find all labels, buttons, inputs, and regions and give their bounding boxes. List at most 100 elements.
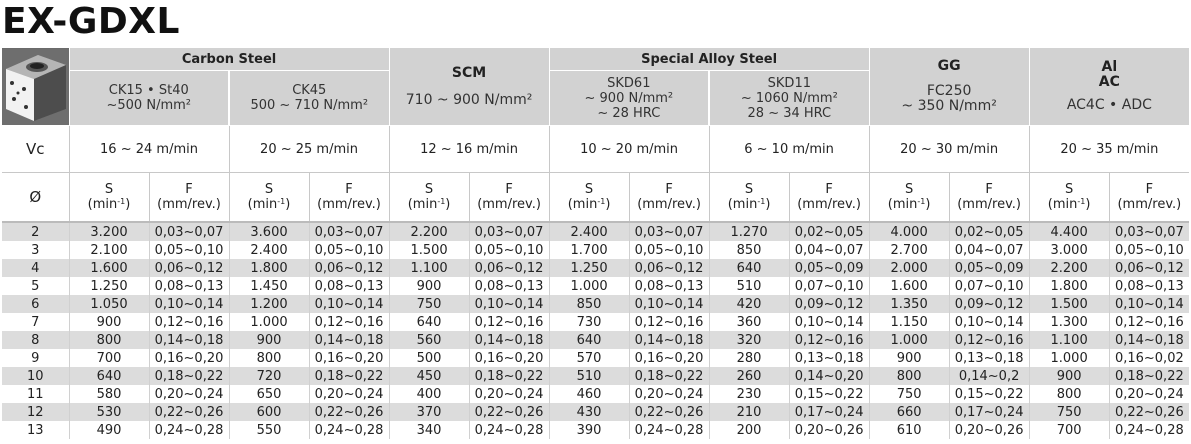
vc-value: 16 ~ 24 m/min	[68, 125, 229, 173]
speed-cell: 260	[708, 367, 790, 385]
feed-cell: 0,22~0,26	[148, 403, 229, 421]
speed-cell: 210	[708, 403, 790, 421]
feed-cell: 0,07~0,10	[948, 277, 1030, 295]
speed-cell: 700	[68, 349, 149, 367]
diameter-cell: 7	[2, 313, 69, 331]
feed-cell: 0,18~0,22	[1108, 367, 1190, 385]
f-unit: (mm/rev.)	[957, 197, 1021, 212]
speed-cell: 1.200	[228, 295, 309, 313]
s-label: S	[584, 182, 594, 197]
feed-cell: 0,22~0,26	[468, 403, 550, 421]
s-unit-base: (min	[247, 197, 278, 212]
feed-cell: 0,20~0,26	[948, 421, 1030, 439]
speed-cell: 1.100	[1028, 331, 1110, 349]
speed-cell: 850	[548, 295, 630, 313]
s-unit-exponent: -1	[597, 197, 606, 206]
s-unit-exponent: -1	[1077, 197, 1086, 206]
feed-cell: 0,14~0,18	[308, 331, 390, 349]
feed-cell: 0,03~0,07	[148, 222, 229, 241]
feed-cell: 0,03~0,07	[308, 222, 390, 241]
speed-cell: 900	[228, 331, 309, 349]
diameter-cell: 2	[2, 222, 69, 241]
tool-illustration	[2, 48, 70, 126]
speed-cell: 1.150	[868, 313, 950, 331]
table-row: 9 700 0,16~0,20 800 0,16~0,20 500 0,16~0,20 570…	[2, 349, 1190, 367]
feed-cell: 0,08~0,13	[308, 277, 390, 295]
speed-cell: 1.050	[68, 295, 149, 313]
f-label: F	[825, 182, 833, 197]
sub-line: 28 ~ 34 HRC	[747, 105, 832, 121]
feed-cell: 0,09~0,12	[948, 295, 1030, 313]
speed-cell: 570	[548, 349, 630, 367]
speed-cell: 340	[388, 421, 470, 439]
diameter-label: Ø	[2, 172, 69, 223]
s-unit-close: )	[285, 197, 291, 212]
feed-cell: 0,14~0,18	[1108, 331, 1190, 349]
subgroup-ck15: CK15 • St40 ~500 N/mm²	[68, 70, 229, 126]
feed-cell: 0,20~0,24	[628, 385, 710, 403]
speed-cell: 370	[388, 403, 470, 421]
speed-cell: 460	[548, 385, 630, 403]
s-unit: (min-1)	[1030, 197, 1109, 212]
speed-cell: 2.700	[868, 241, 950, 259]
speed-cell: 1.450	[228, 277, 309, 295]
speed-cell: 900	[388, 277, 470, 295]
s-unit-base: (min	[1047, 197, 1078, 212]
f-label: F	[185, 182, 193, 197]
speed-cell: 430	[548, 403, 630, 421]
s-unit-base: (min	[407, 197, 438, 212]
sub-line: ~ 900 N/mm²	[584, 90, 674, 106]
feed-header: F (mm/rev.)	[468, 172, 550, 223]
diameter-cell: 8	[2, 331, 69, 349]
diameter-cell: 5	[2, 277, 69, 295]
feed-header: F (mm/rev.)	[1108, 172, 1190, 223]
s-unit: (min-1)	[870, 197, 949, 212]
feed-cell: 0,16~0,20	[148, 349, 229, 367]
speed-cell: 750	[388, 295, 470, 313]
speed-cell: 900	[1028, 367, 1110, 385]
s-unit-close: )	[125, 197, 131, 212]
vc-value: 20 ~ 35 m/min	[1028, 125, 1190, 173]
feed-cell: 0,20~0,24	[1108, 385, 1190, 403]
speed-cell: 3.000	[1028, 241, 1110, 259]
feed-cell: 0,22~0,26	[1108, 403, 1190, 421]
material-spec-line: FC250	[926, 83, 972, 99]
table-row: 10 640 0,18~0,22 720 0,18~0,22 450 0,18~0,22 51…	[2, 367, 1190, 385]
speed-cell: 2.200	[1028, 259, 1110, 277]
speed-cell: 640	[388, 313, 470, 331]
s-unit-base: (min	[567, 197, 598, 212]
diameter-cell: 4	[2, 259, 69, 277]
s-unit: (min-1)	[550, 197, 629, 212]
speed-cell: 1.000	[548, 277, 630, 295]
speed-cell: 1.500	[388, 241, 470, 259]
f-unit: (mm/rev.)	[157, 197, 221, 212]
speed-cell: 4.400	[1028, 222, 1110, 241]
material-spec: AC4C • ADC	[1066, 97, 1152, 113]
vc-value: 12 ~ 16 m/min	[388, 125, 550, 173]
speed-cell: 510	[708, 277, 790, 295]
diameter-cell: 6	[2, 295, 69, 313]
f-label: F	[345, 182, 353, 197]
speed-cell: 750	[868, 385, 950, 403]
speed-cell: 2.400	[548, 222, 630, 241]
speed-cell: 700	[1028, 421, 1110, 439]
speed-cell: 510	[548, 367, 630, 385]
vc-value: 6 ~ 10 m/min	[708, 125, 870, 173]
spindle-speed-header: S (min-1)	[68, 172, 149, 223]
speed-cell: 230	[708, 385, 790, 403]
spindle-speed-header: S (min-1)	[388, 172, 470, 223]
subgroup-skd61: SKD61 ~ 900 N/mm² ~ 28 HRC	[548, 70, 710, 126]
speed-cell: 640	[548, 331, 630, 349]
vc-value: 20 ~ 25 m/min	[228, 125, 390, 173]
s-unit: (min-1)	[230, 197, 309, 212]
s-unit-base: (min	[887, 197, 918, 212]
s-unit: (min-1)	[710, 197, 789, 212]
feed-cell: 0,14~0,18	[148, 331, 229, 349]
f-unit: (mm/rev.)	[477, 197, 541, 212]
feed-cell: 0,10~0,14	[1108, 295, 1190, 313]
speed-cell: 580	[68, 385, 149, 403]
diameter-cell: 13	[2, 421, 69, 439]
feed-cell: 0,24~0,28	[468, 421, 550, 439]
feed-cell: 0,06~0,12	[148, 259, 229, 277]
feed-cell: 0,17~0,24	[788, 403, 870, 421]
